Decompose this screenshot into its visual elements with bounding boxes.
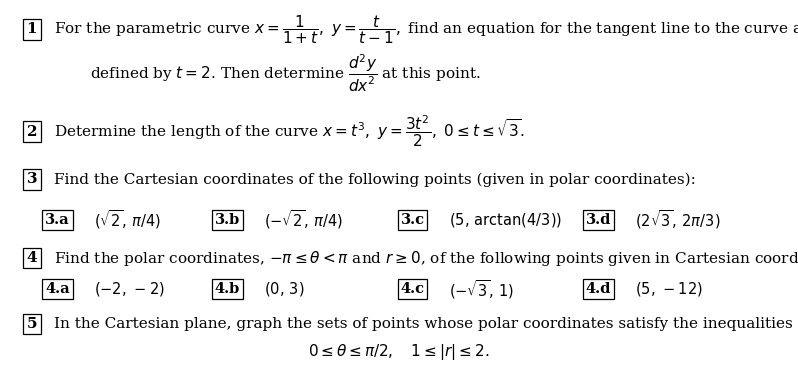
Text: 3.a: 3.a	[45, 213, 69, 227]
Text: $(0,\,3)$: $(0,\,3)$	[264, 280, 305, 298]
Text: Find the polar coordinates, $-\pi \leq \theta < \pi$ and $r \geq 0$, of the foll: Find the polar coordinates, $-\pi \leq \…	[54, 249, 798, 268]
Text: 3.d: 3.d	[586, 213, 611, 227]
Text: $(2\sqrt{3},\, 2\pi/3)$: $(2\sqrt{3},\, 2\pi/3)$	[635, 208, 721, 231]
Text: 4.c: 4.c	[401, 282, 425, 296]
Text: $(-2,\,-2)$: $(-2,\,-2)$	[94, 280, 165, 298]
Text: 4: 4	[26, 251, 38, 265]
Text: $0 \leq \theta \leq \pi/2, \quad 1 \leq |r| \leq 2.$: $0 \leq \theta \leq \pi/2, \quad 1 \leq …	[308, 342, 490, 362]
Text: For the parametric curve $x = \dfrac{1}{1+t},\ y = \dfrac{t}{t-1},$ find an equa: For the parametric curve $x = \dfrac{1}{…	[54, 13, 798, 46]
Text: 5: 5	[26, 317, 38, 331]
Text: 3.b: 3.b	[215, 213, 240, 227]
Text: 2: 2	[26, 125, 38, 139]
Text: Determine the length of the curve $x = t^3,\ y = \dfrac{3t^2}{2},\ 0 \leq t \leq: Determine the length of the curve $x = t…	[54, 114, 525, 149]
Text: defined by $t = 2$. Then determine $\dfrac{d^2y}{dx^2}$ at this point.: defined by $t = 2$. Then determine $\dfr…	[90, 53, 480, 94]
Text: 4.a: 4.a	[45, 282, 69, 296]
Text: Find the Cartesian coordinates of the following points (given in polar coordinat: Find the Cartesian coordinates of the fo…	[54, 172, 696, 187]
Text: In the Cartesian plane, graph the sets of points whose polar coordinates satisfy: In the Cartesian plane, graph the sets o…	[54, 317, 793, 331]
Text: $(5,\, \mathrm{arctan}(4/3))$: $(5,\, \mathrm{arctan}(4/3))$	[449, 210, 563, 229]
Text: 3: 3	[26, 172, 38, 186]
Text: 3.c: 3.c	[401, 213, 425, 227]
Text: 4.b: 4.b	[215, 282, 240, 296]
Text: $(-\sqrt{3},\,1)$: $(-\sqrt{3},\,1)$	[449, 278, 515, 300]
Text: 4.d: 4.d	[586, 282, 611, 296]
Text: $(5,\,-12)$: $(5,\,-12)$	[635, 280, 703, 298]
Text: $(\sqrt{2},\, \pi/4)$: $(\sqrt{2},\, \pi/4)$	[94, 208, 161, 231]
Text: 1: 1	[26, 22, 38, 36]
Text: $(-\sqrt{2},\, \pi/4)$: $(-\sqrt{2},\, \pi/4)$	[264, 208, 343, 231]
